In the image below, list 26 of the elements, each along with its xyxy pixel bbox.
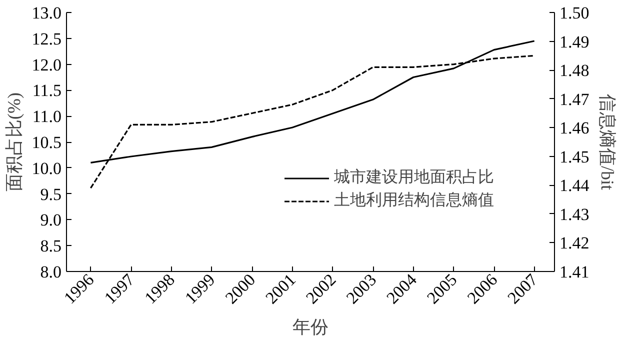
legend-label: 城市建设用地面积占比 [334, 167, 494, 188]
y2-tick-label: 1.49 [560, 32, 590, 52]
y2-tick-label: 1.41 [560, 262, 590, 282]
y2-tick-label: 1.42 [560, 234, 590, 253]
y-axis-title: 面积占比(%) [4, 92, 24, 192]
y-tick-label: 10.5 [32, 133, 62, 152]
y-tick-label: 9.5 [40, 184, 62, 204]
y2-tick-label: 1.48 [560, 61, 590, 80]
y-tick-label: 11.0 [32, 107, 62, 126]
y-tick-label: 11.5 [32, 81, 62, 100]
y-tick-label: 10.0 [32, 158, 62, 178]
legend-label: 土地利用结构信息熵值 [334, 190, 494, 211]
y-tick-label: 8.5 [40, 236, 62, 256]
y2-tick-label: 1.45 [560, 147, 590, 166]
y2-tick-label: 1.43 [560, 204, 590, 224]
y-tick-label: 8.0 [40, 262, 62, 282]
y2-tick-label: 1.47 [560, 90, 590, 109]
y-tick-label: 12.0 [32, 55, 62, 74]
y2-tick-label: 1.46 [560, 118, 590, 138]
y2-axis-title: 信息熵值/bit [597, 94, 618, 190]
y-tick-label: 13.0 [32, 4, 62, 22]
y-tick-label: 9.0 [40, 210, 62, 230]
y-tick-label: 12.5 [32, 29, 62, 48]
y2-tick-label: 1.50 [560, 4, 590, 22]
x-axis-title: 年份 [292, 317, 328, 338]
y2-tick-label: 1.44 [560, 176, 590, 196]
